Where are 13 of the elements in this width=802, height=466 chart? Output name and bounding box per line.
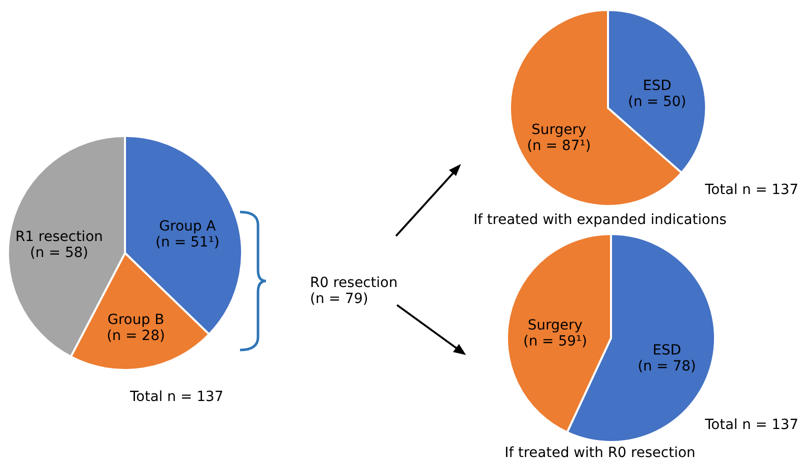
slice-label: Group A (n = 51¹) [156,218,220,250]
slice-label: Surgery (n = 87¹) [526,122,591,154]
text: R0 resection (n = 79) [310,275,398,307]
text: If treated with expanded indications [474,212,726,228]
slice-label: R1 resection (n = 58) [15,228,103,261]
slice-label: ESD (n = 78) [638,342,696,374]
text: Total n = 137 [129,389,224,405]
slice-label: ESD (n = 50) [628,78,686,110]
text: Total n = 137 [704,417,798,433]
slice-label: Surgery (n = 59¹) [523,318,588,350]
text: Total n = 137 [704,182,798,198]
text: If treated with R0 resection [504,445,696,461]
slice-label: Group B (n = 28) [106,312,165,344]
